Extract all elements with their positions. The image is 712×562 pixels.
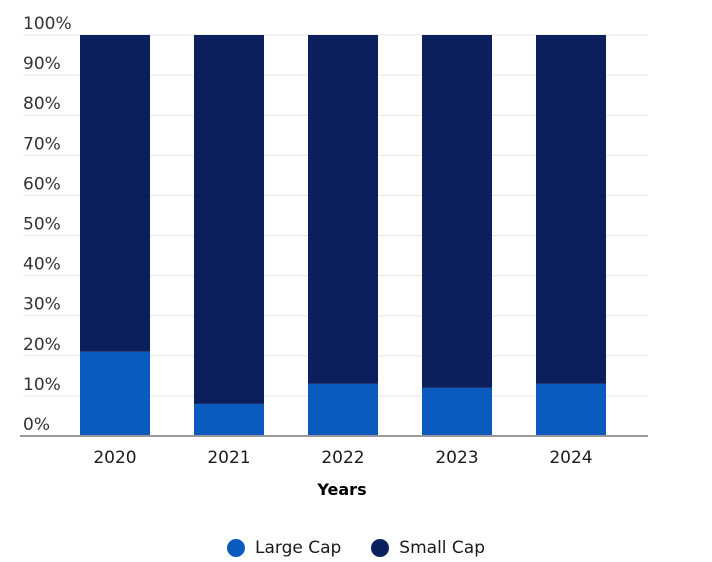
y-tick-label: 0% (23, 415, 50, 435)
x-tick-label: 2023 (435, 448, 478, 468)
bar-large-cap-2024[interactable] (536, 383, 606, 436)
legend-label-large-cap: Large Cap (254, 538, 342, 558)
bar-small-cap-2024[interactable] (536, 35, 606, 384)
y-tick-label: 70% (23, 134, 61, 154)
y-tick-label: 90% (23, 54, 61, 74)
bar-small-cap-2023[interactable] (422, 35, 492, 388)
legend-item-large-cap[interactable]: Large Cap (226, 538, 342, 558)
y-tick-label: 30% (23, 295, 61, 315)
legend-item-small-cap[interactable]: Small Cap (371, 538, 485, 558)
bar-small-cap-2022[interactable] (308, 35, 378, 384)
y-tick-label: 60% (23, 174, 61, 194)
y-tick-label: 100% (23, 14, 72, 34)
bar-large-cap-2022[interactable] (308, 383, 378, 436)
bar-small-cap-2021[interactable] (194, 35, 264, 404)
legend-swatch-large-cap (226, 539, 245, 557)
x-axis-title: Years (316, 480, 366, 499)
bar-large-cap-2021[interactable] (194, 403, 264, 436)
x-tick-label: 2024 (549, 448, 592, 468)
bar-large-cap-2020[interactable] (80, 351, 150, 436)
bars (80, 35, 606, 436)
bar-small-cap-2020[interactable] (80, 35, 150, 352)
y-axis-tick-labels: 0% 10% 20% 30% 40% 50% 60% 70% 80% 90% 100% (23, 14, 72, 435)
x-tick-label: 2020 (93, 448, 136, 468)
bar-large-cap-2023[interactable] (422, 387, 492, 436)
x-tick-label: 2022 (321, 448, 364, 468)
y-tick-label: 50% (23, 215, 61, 235)
y-tick-label: 80% (23, 94, 61, 114)
y-tick-label: 10% (23, 375, 61, 395)
legend-label-small-cap: Small Cap (399, 538, 485, 558)
legend-swatch-small-cap (371, 539, 390, 557)
y-tick-label: 20% (23, 335, 61, 355)
x-tick-label: 2021 (207, 448, 250, 468)
y-tick-label: 40% (23, 255, 61, 275)
legend: Large Cap Small Cap (0, 538, 712, 558)
stacked-bar-chart: 0%10%20%30%40%50%60%70%80%90%100% 2020 20… (20, 14, 648, 499)
x-axis-tick-labels: 2020 2021 2022 2023 2024 (93, 448, 592, 468)
